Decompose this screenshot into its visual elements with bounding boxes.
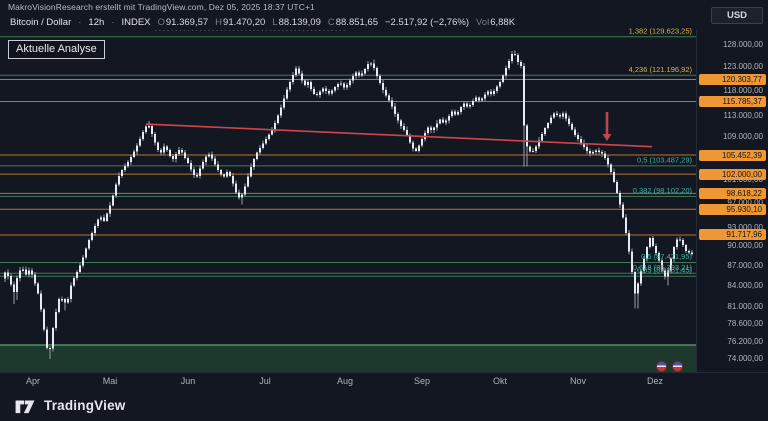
separator-dot: · (78, 17, 82, 28)
currency-toggle-button[interactable]: USD (711, 7, 763, 24)
month-label: Sep (413, 376, 431, 386)
price-level-label: 98.618,22 (699, 187, 766, 199)
price-level-label: 120.303,77 (699, 74, 766, 86)
market-type-label: INDEX (121, 17, 151, 28)
price-tick-label: 123.000,00 (722, 62, 763, 72)
price-level-label: 105.452,39 (699, 149, 766, 161)
month-label: Okt (492, 376, 508, 386)
ohlc-item: H91.470,20 (215, 17, 266, 28)
footer-bar: TradingView (0, 390, 768, 421)
price-tick-label: 109.000,00 (722, 131, 763, 141)
ohlc-item: L88.139,09 (272, 17, 321, 28)
price-tick-label: 101.000,00 (722, 175, 763, 185)
fib-label: 0,5 (103.487,29) (637, 155, 693, 164)
change-value: −2.517,92 (−2,76%) (385, 17, 469, 28)
month-label: Jul (259, 376, 271, 386)
price-tick-label: 76.200,00 (727, 336, 763, 346)
price-level-label: 102.000,00 (699, 168, 766, 180)
price-tick-label: 113.000,00 (723, 110, 763, 120)
price-tick-label: 97.000,00 (727, 198, 763, 208)
fib-label: 4,236 (121.196,92) (629, 65, 693, 74)
month-label: Nov (569, 376, 587, 386)
symbol-title[interactable]: Bitcoin / Dollar (10, 17, 72, 28)
ohlc-values: O91.369,57 H91.470,20 L88.139,09 C88.851,65 (158, 17, 379, 28)
down-arrow-icon[interactable] (602, 134, 612, 141)
fib-label: 1,382 (129.623,25) (629, 26, 693, 35)
price-level-label: 115.785,37 (699, 95, 766, 107)
fib-label: 0,65 (85.351,45) (637, 266, 693, 275)
descending-trendline[interactable] (145, 123, 653, 148)
analysis-title-box: Aktuelle Analyse (8, 40, 105, 59)
fib-label: 0,382 (98.102,20) (633, 186, 693, 195)
separator-dot: · (111, 17, 115, 28)
price-tick-label: 128.000,00 (722, 39, 763, 49)
symbol-info-bar[interactable]: Bitcoin / Dollar · 12h · INDEX O91.369,5… (10, 15, 515, 30)
month-label: Dez (646, 376, 664, 386)
month-label: Apr (25, 376, 41, 386)
tradingview-logo-text[interactable]: TradingView (44, 398, 126, 413)
price-tick-label: 118.000,00 (723, 86, 763, 96)
fib-label: 0,618 (85.793,21) (633, 263, 693, 272)
price-level-label: 95.930,10 (699, 203, 766, 215)
month-label: Jun (180, 376, 196, 386)
plot-area[interactable] (0, 30, 696, 372)
candles[interactable] (4, 50, 693, 359)
month-label: Aug (336, 376, 354, 386)
price-tick-label: 93.000,00 (727, 222, 763, 232)
support-zone[interactable] (0, 344, 696, 372)
price-tick-label: 78.600,00 (727, 318, 763, 328)
month-label: Mai (102, 376, 118, 386)
emoji-sticker-icon[interactable] (672, 361, 683, 372)
volume-label: Vol (475, 17, 490, 28)
timeframe-label[interactable]: 12h (88, 17, 105, 28)
price-tick-label: 87.000,00 (727, 260, 763, 270)
ohlc-item: C88.851,65 (327, 17, 378, 28)
ohlc-item: O91.369,57 (157, 17, 209, 28)
volume-value: 6,88K (490, 17, 516, 28)
price-axis[interactable]: 128.000,00 123.000,00 118.000,00 113.000,00… (696, 30, 768, 372)
volume-readout: Vol6,88K (476, 17, 515, 28)
price-tick-label: 81.000,00 (727, 301, 763, 311)
emoji-sticker-icon[interactable] (656, 361, 667, 372)
time-axis[interactable]: Apr Mai Jun Jul Aug Sep Okt Nov Dez (0, 372, 768, 390)
price-tick-label: 84.000,00 (727, 280, 763, 290)
fib-label: 0,5 (87.421,95) (641, 252, 692, 261)
tradingview-logo-icon[interactable] (14, 397, 36, 415)
price-level-label: 91.717,96 (699, 229, 766, 241)
price-tick-label: 90.000,00 (727, 241, 763, 251)
price-tick-label: 74.000,00 (727, 353, 763, 363)
attribution-text: MakroVisionResearch erstellt mit Trading… (8, 2, 315, 12)
